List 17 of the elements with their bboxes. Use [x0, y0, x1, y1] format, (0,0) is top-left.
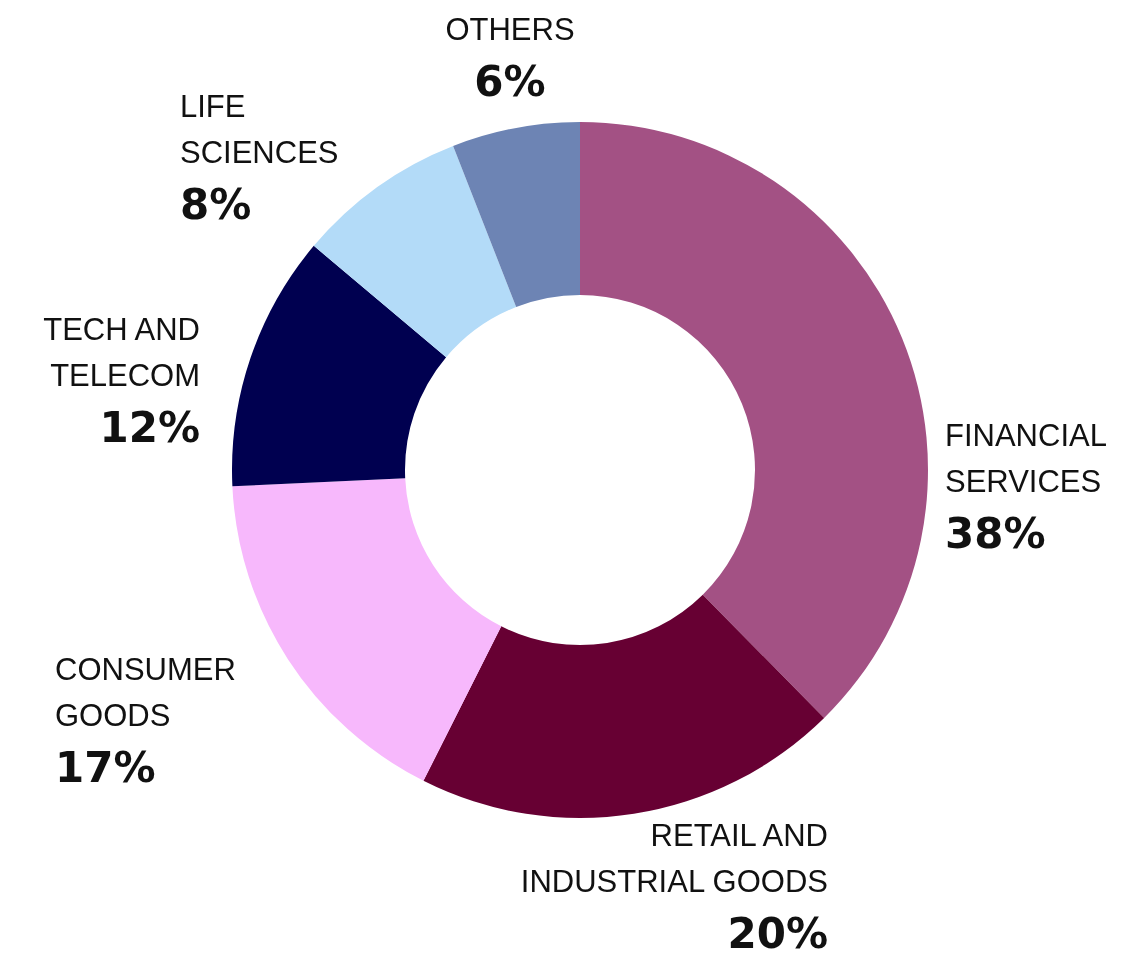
donut-slice — [453, 122, 580, 308]
data-label: 17% — [55, 743, 156, 792]
donut-slice — [232, 245, 447, 487]
slice-label: LIFE SCIENCES — [180, 89, 339, 170]
slice-label: FINANCIAL SERVICES — [945, 418, 1107, 499]
donut-slice — [232, 478, 502, 781]
slice-label: TECH AND TELECOM — [43, 312, 200, 393]
data-label: 20% — [727, 909, 828, 953]
donut-slice — [580, 122, 928, 718]
data-label: 12% — [99, 403, 200, 452]
donut-slice — [423, 594, 825, 818]
data-label: 6% — [474, 57, 546, 106]
slice-label: OTHERS — [445, 12, 575, 47]
slice-label: CONSUMER GOODS — [55, 652, 236, 733]
data-label: 38% — [945, 509, 1046, 558]
data-label: 8% — [180, 180, 252, 229]
slice-label: RETAIL AND INDUSTRIAL GOODS — [520, 818, 828, 899]
